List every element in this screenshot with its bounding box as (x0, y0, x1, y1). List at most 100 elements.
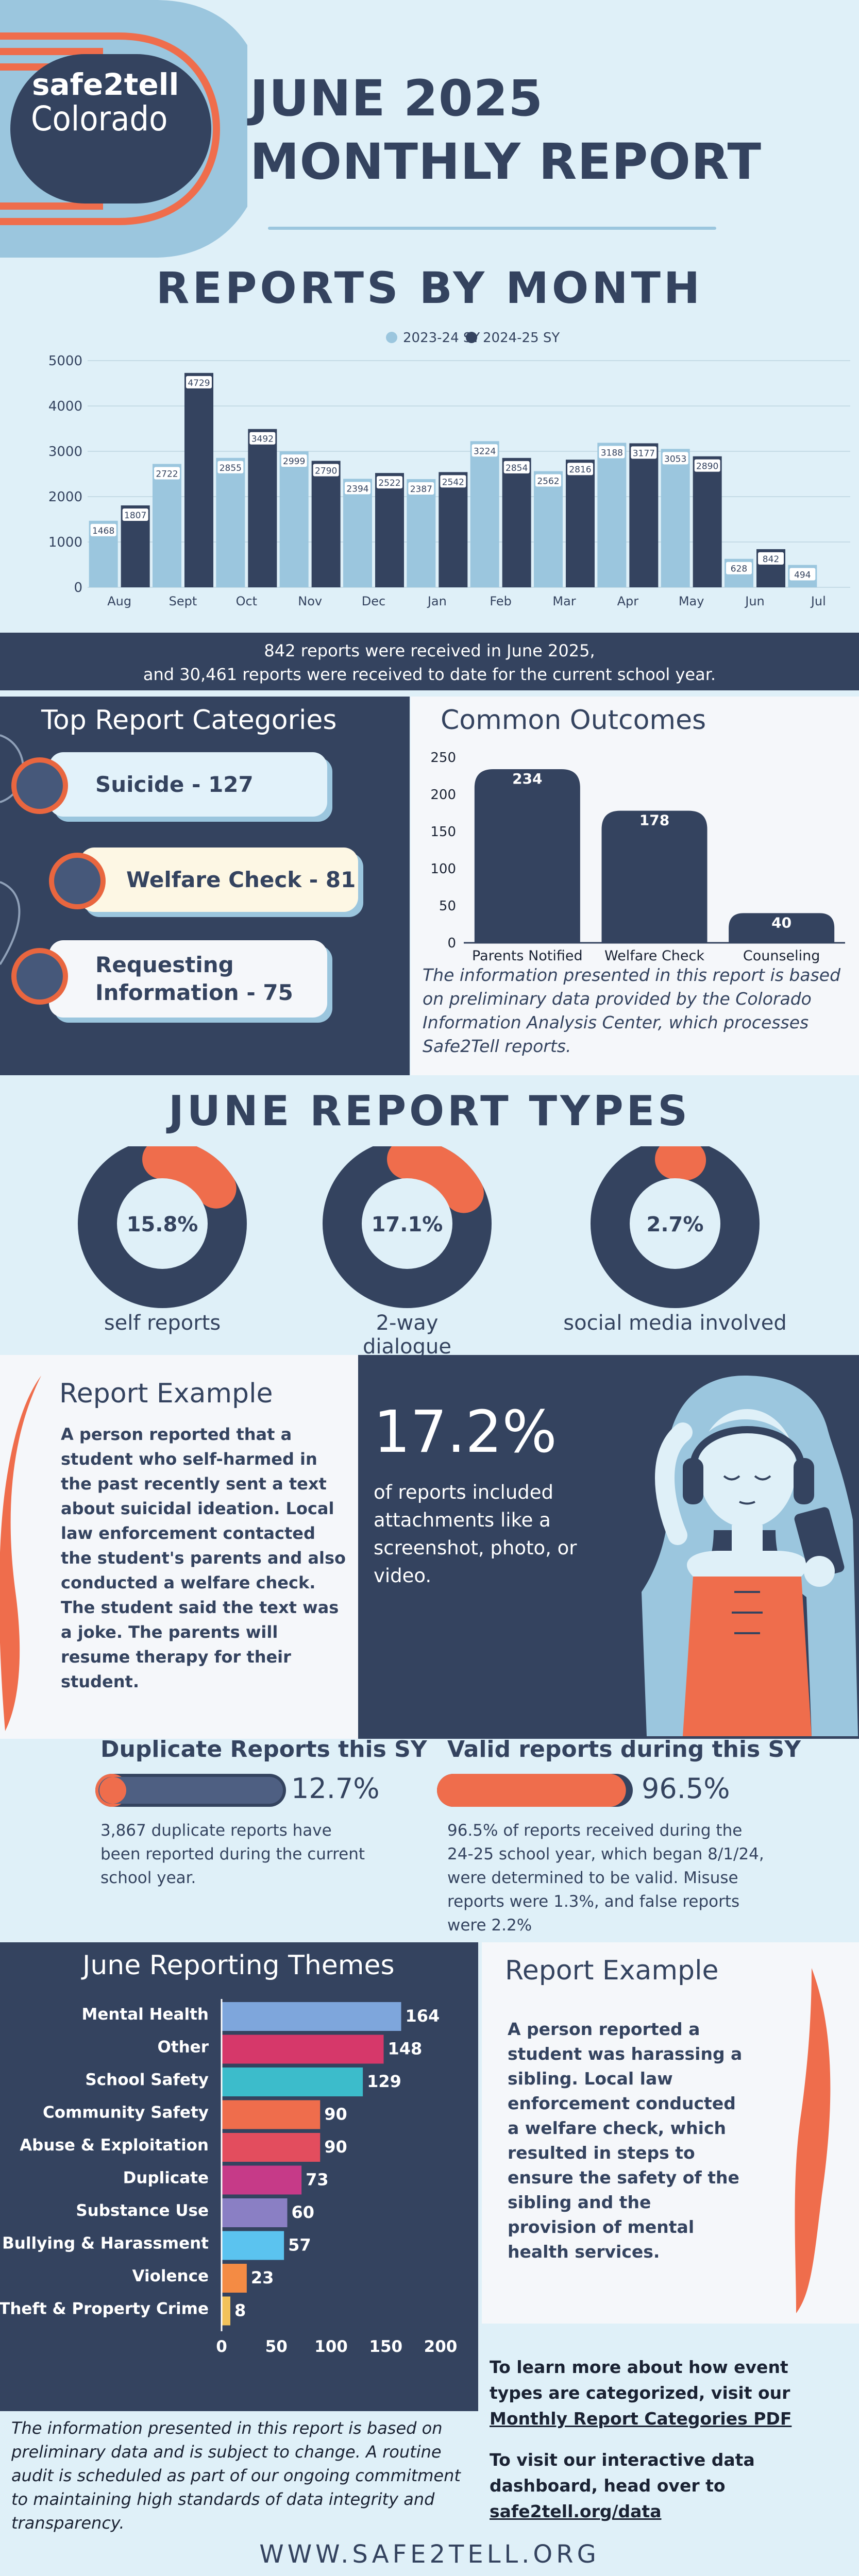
theme-label: Violence (132, 2267, 209, 2285)
summary-line2: and 30,461 reports were received to date… (143, 665, 716, 684)
theme-value-label: 23 (251, 2268, 274, 2287)
theme-value-label: 8 (234, 2301, 246, 2320)
data-label: 3224 (474, 446, 496, 456)
attachments-percent: 17.2% (374, 1399, 557, 1466)
themes-chart: Mental Health 164 Other 148 School Safety 129… (0, 1999, 457, 2356)
attachments-panel (358, 1355, 859, 1739)
y-tick-label: 150 (430, 824, 456, 840)
data-label-bg (217, 461, 244, 473)
duplicate-title: Duplicate Reports this SY (100, 1736, 427, 1762)
bar-2023-24-sy-sept (153, 464, 181, 587)
data-label: 2387 (410, 484, 432, 495)
donut-label-2: 2-way dialogue (363, 1311, 451, 1359)
category-marker-1 (11, 757, 68, 814)
x-tick-label: 50 (265, 2337, 288, 2356)
category-pill-1: Suicide - 127 (49, 752, 327, 817)
data-label: 2854 (506, 463, 528, 473)
report-example-panel (0, 1355, 358, 1739)
bar-2024-25-sy-apr (629, 443, 659, 587)
outcomes-note: The information presented in this report… (423, 965, 841, 1056)
donut-percent-3: 2.7% (647, 1213, 704, 1236)
category-marker-3 (11, 948, 68, 1005)
outcome-bar-2 (729, 913, 835, 943)
data-label-bg (567, 463, 593, 476)
x-tick-label: 0 (216, 2337, 227, 2356)
themes-title: June Reporting Themes (82, 1950, 395, 1981)
duplicate-text: 3,867 duplicate reports have been report… (100, 1821, 365, 1887)
attachments-text: of reports included attachments like a s… (374, 1481, 577, 1587)
data-label-bg (726, 562, 752, 574)
learn-more-text-2: To visit our interactive data dashboard,… (490, 2450, 755, 2496)
footer-note: The information presented in this report… (11, 2418, 461, 2533)
donut-percent-1: 15.8% (127, 1213, 198, 1236)
orange-swoosh (0, 1376, 41, 1731)
logo-text: safe2tell (32, 67, 179, 102)
x-tick-label: Aug (107, 594, 131, 608)
x-tick-label: 150 (369, 2337, 402, 2356)
data-label: 2394 (346, 484, 368, 494)
data-label-bg (313, 464, 339, 477)
report-example-2-title: Report Example (505, 1955, 719, 1986)
data-label-bg (377, 476, 402, 489)
summary-line1: 842 reports were received in June 2025, (264, 641, 595, 660)
title-divider (268, 227, 716, 230)
data-label: 842 (763, 554, 779, 565)
bar-2024-25-sy-mar (566, 460, 595, 587)
data-dashboard-link[interactable]: safe2tell.org/data (490, 2501, 662, 2521)
category-pill-3: Requesting Information - 75 (49, 940, 327, 1018)
theme-label: Duplicate (123, 2169, 209, 2188)
y-tick-label: 250 (430, 750, 456, 766)
summary-banner: 842 reports were received in June 2025, … (0, 633, 859, 690)
theme-bar-8 (222, 2264, 247, 2293)
donut-hole-1 (117, 1178, 208, 1269)
data-label-bg (694, 459, 720, 472)
donut-segment-2 (387, 1146, 484, 1213)
theme-label: Community Safety (43, 2104, 209, 2122)
categories-pdf-link[interactable]: Monthly Report Categories PDF (490, 2409, 792, 2429)
y-tick-label: 50 (439, 899, 456, 914)
valid-title: Valid reports during this SY (447, 1736, 801, 1762)
website-url[interactable]: WWW.SAFE2TELL.ORG (259, 2540, 600, 2569)
x-tick-label: Mar (552, 594, 576, 608)
outcome-value-label: 40 (771, 914, 791, 931)
data-label-bg (789, 568, 816, 581)
x-tick-label: Nov (298, 594, 322, 608)
data-label: 628 (731, 564, 747, 574)
data-label-bg (758, 552, 784, 565)
theme-label: Bullying & Harassment (2, 2234, 209, 2253)
theme-label: School Safety (85, 2071, 209, 2089)
outcome-bar-1 (601, 810, 708, 943)
data-label-bg (122, 508, 148, 521)
theme-label: Abuse & Exploitation (20, 2136, 209, 2155)
report-types-title: JUNE REPORT TYPES (169, 1087, 690, 1135)
theme-value-label: 60 (292, 2202, 315, 2222)
theme-label: Substance Use (76, 2201, 209, 2220)
theme-bar-4 (222, 2133, 321, 2162)
progress-knob (99, 1777, 126, 1804)
data-label-bg (408, 482, 434, 495)
data-label-bg (154, 467, 180, 480)
data-label-bg (662, 452, 688, 465)
y-tick-label: 200 (430, 787, 456, 803)
x-tick-label: Jan (427, 594, 447, 608)
data-label-bg (503, 461, 530, 473)
progress-inner (440, 1777, 623, 1804)
outcome-bar-0 (474, 769, 580, 943)
category-marker-2 (49, 853, 106, 909)
bar-2023-24-sy-may (661, 449, 690, 587)
bar-2024-25-sy-jan (439, 472, 468, 587)
data-label: 2722 (156, 469, 178, 479)
x-tick-label: Oct (236, 594, 258, 608)
reports-by-month-title: REPORTS BY MONTH (156, 263, 703, 313)
data-label-bg (440, 475, 466, 488)
common-outcomes-chart: 0 50 100 150 200 250 234 Parents Notified 178 Wel… (430, 750, 845, 964)
learn-more-text-1: To learn more about how event types are … (490, 2357, 790, 2403)
y-tick-label: 4000 (48, 399, 82, 414)
x-tick-label: Jun (744, 594, 765, 608)
donut-percent-2: 17.1% (372, 1213, 443, 1236)
theme-bar-7 (222, 2231, 284, 2260)
x-tick-label: Apr (617, 594, 639, 608)
x-tick-label: Jul (810, 594, 826, 608)
theme-label: Mental Health (81, 2005, 209, 2024)
theme-bar-1 (222, 2035, 384, 2064)
